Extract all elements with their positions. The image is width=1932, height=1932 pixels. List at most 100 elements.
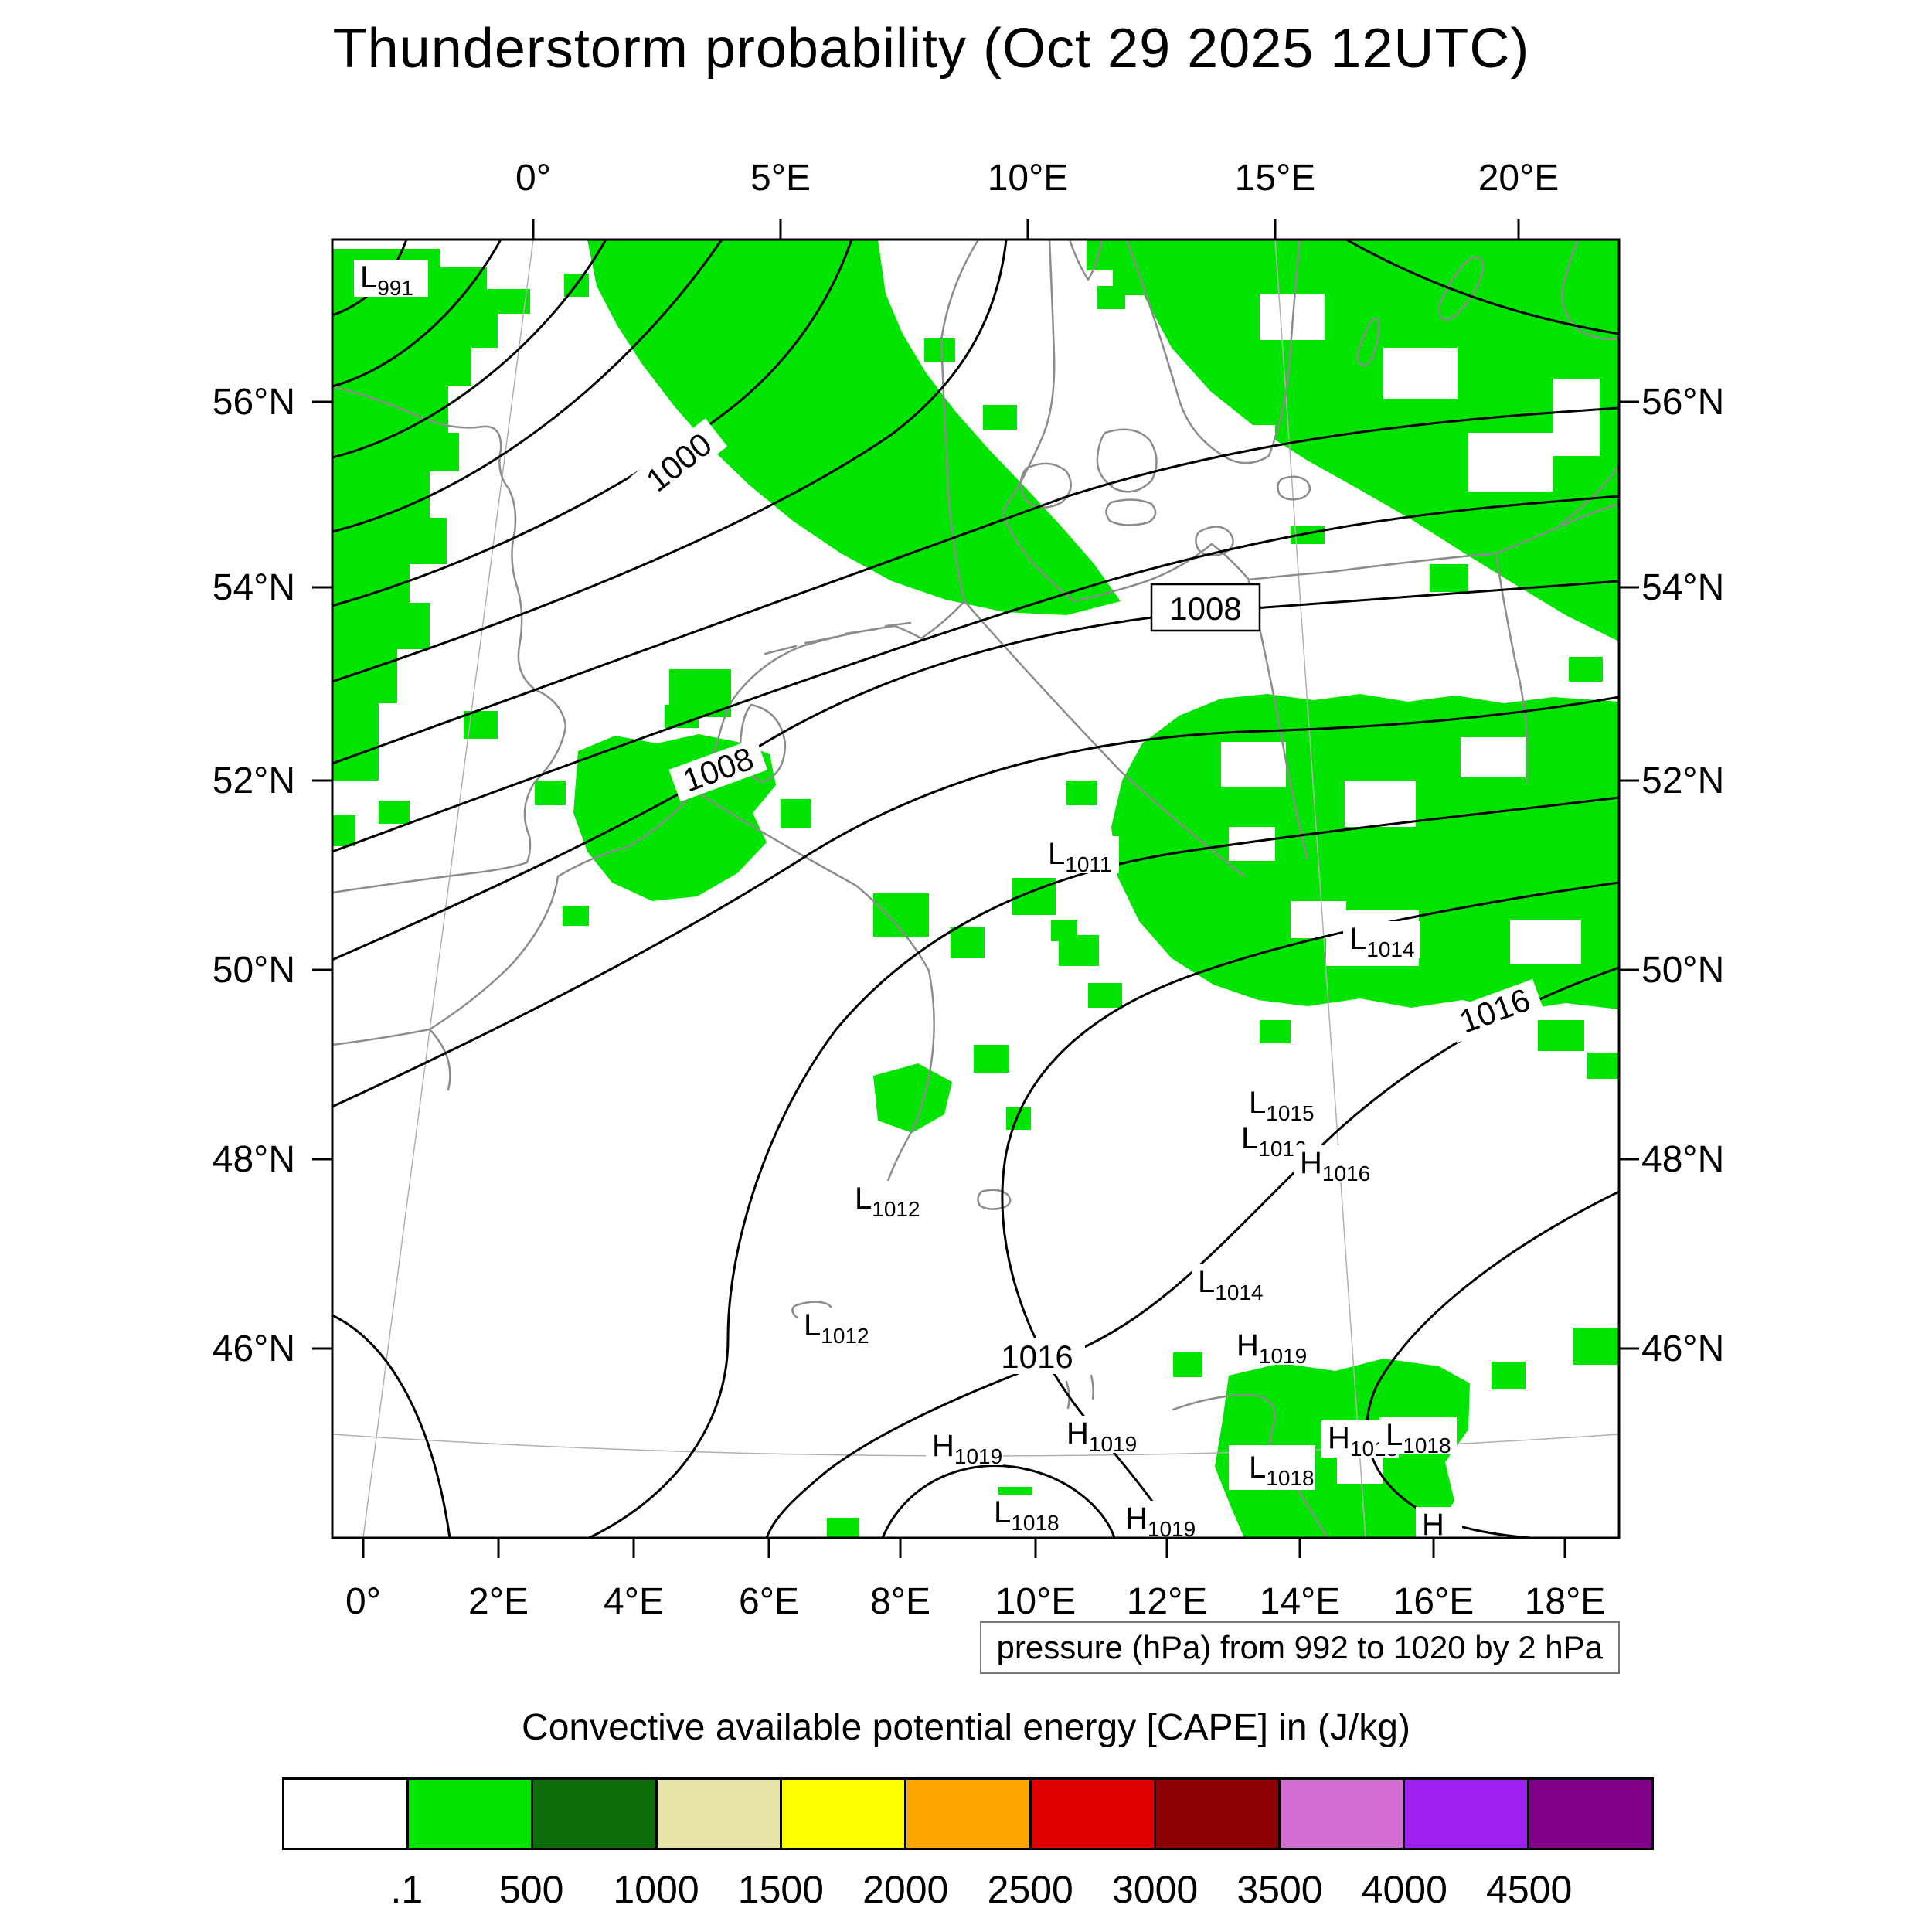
axis-ticks: [312, 219, 1639, 1558]
svg-text:L1011: L1011: [1048, 837, 1111, 876]
right-axis-labels: 56°N 54°N 52°N 50°N 48°N 46°N: [1641, 382, 1724, 1369]
left-axis-labels: 56°N 54°N 52°N 50°N 48°N 46°N: [213, 382, 295, 1369]
alpine-lakes: [791, 1189, 1094, 1410]
svg-text:H1016: H1016: [1300, 1146, 1370, 1185]
isobar-1016: [765, 966, 1619, 1538]
axis-label: 50°N: [213, 950, 295, 991]
coastline-baltic-ne: [1560, 240, 1619, 526]
axis-label: 8°E: [870, 1581, 930, 1622]
coastline-danish-isles: [1019, 428, 1311, 557]
river-rhine: [694, 790, 935, 1199]
colorbar-tick: 3000: [1111, 1868, 1199, 1911]
axis-label: 12°E: [1127, 1581, 1208, 1622]
axis-label: 4°E: [604, 1581, 664, 1622]
coastline-sweden: [1125, 240, 1301, 464]
svg-text:L991: L991: [360, 260, 413, 300]
axis-label: 56°N: [213, 382, 295, 423]
svg-text:L1018: L1018: [1386, 1418, 1451, 1458]
cape-region: [1122, 240, 1619, 641]
colorbar-segment: [906, 1780, 1032, 1848]
axis-label: 20°E: [1478, 158, 1560, 199]
isobar: [587, 796, 1619, 1538]
colorbar-segment: [409, 1780, 534, 1848]
axis-label: 6°E: [739, 1581, 799, 1622]
isobar: [332, 240, 607, 459]
colorbar-segment: [284, 1780, 410, 1848]
axis-label: 48°N: [213, 1139, 295, 1180]
isobar: [332, 1314, 451, 1538]
colorbar-segment: [1529, 1780, 1652, 1848]
isobar: [332, 240, 723, 533]
colorbar-tick-labels: .1 500 1000 1500 2000 2500 3000 3500 400…: [282, 1867, 1654, 1913]
river-seine: [430, 1029, 451, 1091]
pressure-center-labels: L991 L1011 L1014 L1015 L1016 H1016 L1012…: [354, 260, 1462, 1542]
colorbar-tick: 3500: [1236, 1868, 1323, 1911]
axis-labels: 0° 5°E 10°E 15°E 20°E 0° 2°E 4°E 6°E 8°E…: [213, 158, 1725, 1622]
colorbar-segment: [782, 1780, 907, 1848]
colorbar-tick: 500: [498, 1868, 564, 1911]
coastline-ijsselmeer: [739, 703, 787, 784]
colorbar-segment: [533, 1780, 658, 1848]
svg-text:L1014: L1014: [1198, 1265, 1264, 1304]
isobar: [332, 240, 502, 388]
axis-label: 54°N: [1641, 567, 1724, 608]
colorbar-title: Convective available potential energy [C…: [522, 1707, 1410, 1748]
svg-text:H1019: H1019: [1236, 1328, 1307, 1368]
colorbar-tick: 4000: [1361, 1868, 1447, 1911]
colorbar-tick: 1000: [613, 1868, 699, 1911]
axis-label: 15°E: [1235, 158, 1316, 199]
axis-label: 46°N: [1641, 1328, 1724, 1369]
contour-label-1008-boxed: 1008: [1169, 590, 1241, 627]
axis-label: 54°N: [213, 567, 295, 608]
axis-label: 56°N: [1641, 382, 1724, 423]
axis-label: 50°N: [1641, 950, 1724, 991]
axis-label: 14°E: [1260, 1581, 1341, 1622]
svg-text:L1014: L1014: [1349, 922, 1415, 961]
isobar: [332, 406, 1619, 765]
axis-label: 18°E: [1525, 1581, 1606, 1622]
svg-text:H1019: H1019: [932, 1429, 1002, 1468]
cape-shading: [332, 240, 1619, 1538]
coastlines: [332, 240, 1619, 1538]
isobar: [332, 696, 1619, 1108]
isobar: [332, 240, 1008, 683]
cape-region: [873, 1063, 952, 1133]
colorbar-segment: [1031, 1780, 1156, 1848]
svg-text:L1012: L1012: [855, 1182, 920, 1221]
top-axis-labels: 0° 5°E 10°E 15°E 20°E: [515, 158, 1559, 199]
axis-label: 5°E: [750, 158, 811, 199]
svg-text:H1019: H1019: [1066, 1417, 1137, 1456]
contour-line-labels: 1000 1008 1008 1016: [630, 418, 1545, 1375]
cape-region: [587, 240, 1121, 615]
coastline-britain: [332, 385, 567, 894]
map-frame: [331, 238, 1621, 1539]
colorbar-tick: 1500: [737, 1868, 824, 1911]
coastline-mainland: [332, 240, 1619, 1046]
coastline-adriatic: [1172, 1394, 1329, 1538]
colorbar-tick: .1: [390, 1868, 423, 1911]
axis-label: 10°E: [988, 158, 1069, 199]
axis-label: 0°: [515, 158, 551, 199]
axis-label: 52°N: [1641, 760, 1724, 801]
river-vistula: [1495, 553, 1529, 784]
bottom-axis-labels: 0° 2°E 4°E 6°E 8°E 10°E 12°E 14°E 16°E 1…: [345, 1581, 1605, 1622]
svg-text:L1018: L1018: [994, 1495, 1060, 1535]
cape-colorbar: [282, 1777, 1654, 1850]
colorbar-segment: [1404, 1780, 1529, 1848]
svg-text:L1018: L1018: [1249, 1451, 1315, 1490]
colorbar-tick: 2500: [987, 1868, 1073, 1911]
coastline-wadden-islands: [764, 621, 912, 655]
svg-text:H: H: [1422, 1508, 1444, 1542]
coastline-gotland: [1355, 256, 1484, 367]
isobar: [881, 1464, 1116, 1538]
axis-label: 2°E: [468, 1581, 529, 1622]
axis-label: 52°N: [213, 760, 295, 801]
isobar-1008: [332, 580, 1619, 961]
page-title: Thunderstorm probability (Oct 29 2025 12…: [332, 18, 1530, 80]
isobar: [332, 495, 1619, 853]
axis-label: 16°E: [1393, 1581, 1475, 1622]
axis-label: 46°N: [213, 1328, 295, 1369]
isobar: [1345, 240, 1619, 335]
